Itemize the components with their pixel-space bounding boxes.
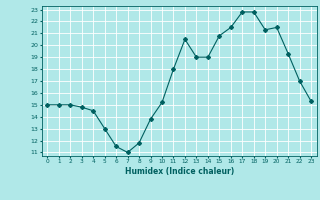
X-axis label: Humidex (Indice chaleur): Humidex (Indice chaleur) bbox=[124, 167, 234, 176]
